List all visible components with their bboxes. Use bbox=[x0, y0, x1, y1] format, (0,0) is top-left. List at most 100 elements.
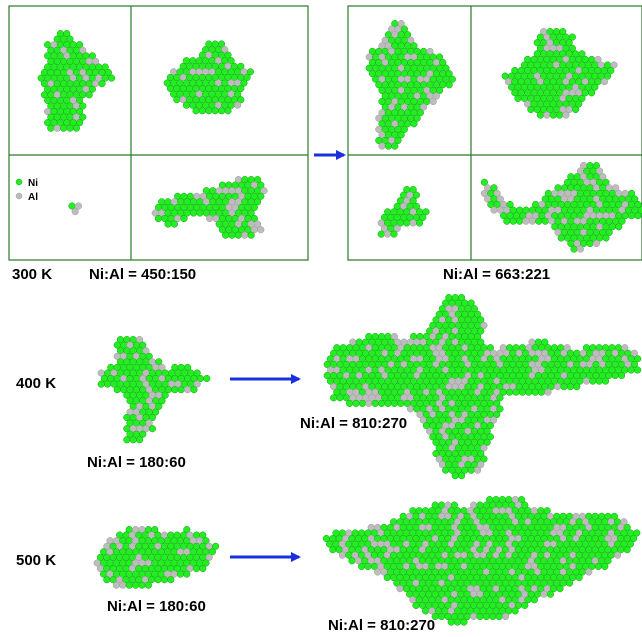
ni-atom bbox=[511, 607, 519, 615]
ni-atom bbox=[448, 75, 456, 83]
ni-atom bbox=[161, 391, 169, 399]
ni-atom bbox=[158, 397, 166, 405]
ni-atom bbox=[486, 433, 494, 441]
ni-atom bbox=[556, 585, 564, 593]
legend-ni-swatch bbox=[15, 178, 23, 186]
ni-atom bbox=[483, 438, 491, 446]
ni-atom bbox=[474, 310, 482, 318]
ni-atom bbox=[212, 542, 220, 550]
ni-atom bbox=[151, 526, 159, 534]
ratio-label-300k-before: Ni:Al = 450:150 bbox=[89, 266, 196, 283]
ni-atom bbox=[412, 202, 420, 210]
al-atom bbox=[630, 349, 638, 357]
ni-atom bbox=[202, 537, 210, 545]
al-atom bbox=[142, 347, 150, 355]
al-atom bbox=[429, 97, 437, 106]
ni-atom bbox=[454, 618, 462, 626]
ni-atom bbox=[113, 386, 121, 394]
al-atom bbox=[420, 103, 428, 111]
ni-atom bbox=[518, 388, 526, 396]
ni-atom bbox=[560, 383, 568, 391]
ni-atom bbox=[447, 618, 455, 626]
ni-atom bbox=[400, 125, 408, 133]
ni-atom bbox=[60, 124, 68, 132]
al-atom bbox=[374, 568, 382, 576]
ni-atom bbox=[460, 618, 468, 626]
ni-atom bbox=[592, 162, 600, 170]
ni-atom bbox=[247, 231, 255, 239]
ni-atom bbox=[521, 601, 529, 609]
ni-atom bbox=[247, 209, 255, 217]
ni-atom bbox=[170, 220, 178, 228]
ni-atom bbox=[525, 388, 533, 396]
ni-atom bbox=[76, 119, 84, 127]
cluster-300k-final-d bbox=[480, 162, 642, 253]
ni-atom bbox=[416, 109, 424, 117]
ni-atom bbox=[182, 101, 190, 109]
ni-atom bbox=[144, 581, 152, 589]
al-atom bbox=[241, 231, 249, 239]
ni-atom bbox=[496, 405, 504, 413]
ni-atom bbox=[416, 219, 424, 227]
al-atom bbox=[158, 363, 166, 371]
ni-atom bbox=[218, 40, 226, 48]
al-atom bbox=[384, 230, 392, 238]
al-atom bbox=[596, 167, 604, 175]
ni-atom bbox=[503, 217, 511, 225]
ni-atom bbox=[541, 217, 549, 225]
ni-atom bbox=[412, 191, 420, 199]
ni-atom bbox=[409, 186, 417, 194]
al-atom bbox=[74, 202, 82, 210]
al-atom bbox=[496, 195, 504, 203]
ni-atom bbox=[602, 234, 610, 242]
ni-atom bbox=[228, 231, 236, 239]
cluster-300k-final-b bbox=[501, 28, 618, 119]
ni-atom bbox=[190, 386, 198, 394]
cluster-400k-initial bbox=[97, 336, 211, 444]
ni-atom bbox=[254, 176, 262, 184]
ni-atom bbox=[412, 601, 420, 609]
temperature-label-500k: 500 K bbox=[16, 552, 56, 569]
ni-atom bbox=[610, 512, 618, 520]
ni-atom bbox=[483, 427, 491, 435]
ni-atom bbox=[495, 612, 503, 621]
ni-atom bbox=[496, 394, 504, 402]
ni-atom bbox=[400, 25, 408, 33]
ni-atom bbox=[442, 64, 450, 72]
al-atom bbox=[562, 111, 570, 119]
al-atom bbox=[540, 590, 548, 598]
ni-atom bbox=[123, 436, 131, 444]
al-atom bbox=[365, 399, 373, 407]
ni-atom bbox=[250, 203, 258, 211]
ni-atom bbox=[125, 581, 133, 589]
ni-atom bbox=[436, 86, 444, 94]
ni-atom bbox=[237, 96, 245, 104]
ni-atom bbox=[371, 399, 379, 407]
ni-atom bbox=[257, 192, 265, 200]
ni-atom bbox=[79, 102, 87, 110]
ni-atom bbox=[509, 217, 517, 225]
ni-atom bbox=[570, 245, 578, 253]
ni-atom bbox=[224, 107, 232, 115]
ni-atom bbox=[559, 28, 567, 36]
ni-atom bbox=[601, 562, 609, 570]
ni-atom bbox=[595, 377, 603, 385]
ni-atom bbox=[358, 399, 366, 407]
al-atom bbox=[502, 612, 510, 621]
ni-atom bbox=[237, 84, 245, 93]
ni-atom bbox=[611, 371, 619, 380]
ni-atom bbox=[586, 239, 594, 248]
al-atom bbox=[582, 377, 590, 385]
al-atom bbox=[407, 36, 415, 44]
ni-atom bbox=[234, 231, 242, 239]
ni-atom bbox=[530, 596, 538, 604]
ni-atom bbox=[98, 80, 106, 88]
ni-atom bbox=[535, 217, 543, 225]
ni-atom bbox=[467, 466, 475, 474]
ni-atom bbox=[76, 41, 84, 49]
ni-atom bbox=[183, 570, 191, 578]
ni-atom bbox=[103, 576, 111, 584]
ni-atom bbox=[493, 399, 501, 407]
ni-atom bbox=[634, 355, 642, 363]
ni-atom bbox=[451, 472, 459, 480]
